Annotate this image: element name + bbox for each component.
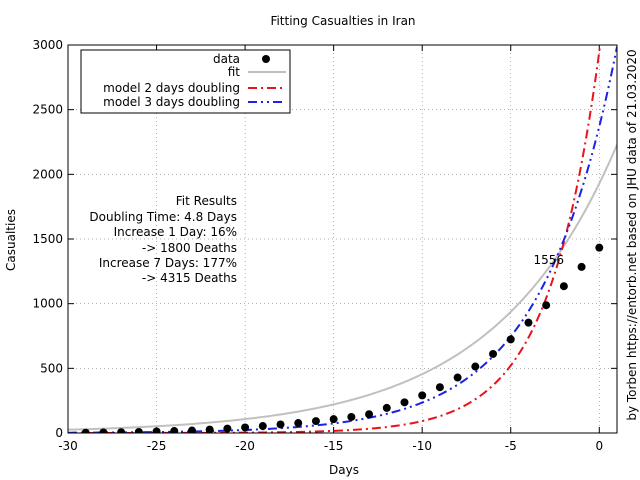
legend: data fit model 2 days doubling model 3 d… xyxy=(80,49,291,114)
data-point xyxy=(595,243,604,252)
data-point xyxy=(365,410,374,419)
legend-label-fit: fit xyxy=(228,65,241,79)
data-point xyxy=(382,403,391,412)
data-point xyxy=(241,423,250,432)
data-point xyxy=(347,412,356,421)
x-tick-label: -25 xyxy=(147,439,167,453)
data-point xyxy=(117,428,126,433)
data-point xyxy=(99,428,108,433)
y-tick-label: 2500 xyxy=(32,103,63,117)
y-tick-label: 2000 xyxy=(32,167,63,181)
x-axis-label: Days xyxy=(329,463,359,477)
data-point xyxy=(506,335,515,344)
legend-marker-data xyxy=(262,55,270,63)
data-point xyxy=(418,391,427,400)
data-point xyxy=(524,318,533,327)
legend-label-model2: model 2 days doubling xyxy=(103,81,240,95)
x-tick-label: -5 xyxy=(505,439,517,453)
x-axis: -30 -25 -20 -15 -10 -5 0 xyxy=(58,45,603,453)
x-tick-label: -10 xyxy=(412,439,432,453)
data-point xyxy=(134,427,143,433)
y-tick-label: 0 xyxy=(55,426,63,440)
y-tick-label: 500 xyxy=(40,361,63,375)
fit-results-doubling: Doubling Time: 4.8 Days xyxy=(89,210,237,224)
data-point xyxy=(453,373,462,382)
data-point xyxy=(435,383,444,392)
y-tick-label: 3000 xyxy=(32,38,63,52)
data-point xyxy=(187,426,196,433)
x-tick-label: -30 xyxy=(58,439,78,453)
fit-results-title: Fit Results xyxy=(176,194,237,208)
plot-area xyxy=(68,45,617,433)
data-points xyxy=(81,243,604,433)
model-3-days-curve xyxy=(68,46,617,433)
legend-label-data: data xyxy=(213,52,240,66)
fit-results-increase-7: Increase 7 Days: 177% xyxy=(99,256,237,270)
x-tick-label: 0 xyxy=(595,439,603,453)
y-axis-label: Casualties xyxy=(4,209,18,271)
y-tick-label: 1000 xyxy=(32,297,63,311)
data-point xyxy=(471,362,480,371)
plot-frame xyxy=(67,44,618,434)
chart-title: Fitting Casualties in Iran xyxy=(270,14,415,28)
fit-results-deaths-7: -> 4315 Deaths xyxy=(142,271,237,285)
data-point xyxy=(258,422,267,431)
credit-text: by Torben https://entorb.net based on JH… xyxy=(625,49,639,420)
data-point xyxy=(400,398,409,407)
data-point xyxy=(276,420,285,429)
data-point xyxy=(542,301,551,310)
fit-curve xyxy=(68,144,617,431)
data-point xyxy=(81,428,90,433)
y-axis: 0 500 1000 1500 2000 2500 3000 xyxy=(32,38,617,440)
last-value-annotation: 1556 xyxy=(533,253,564,267)
data-point xyxy=(223,424,232,433)
legend-label-model3: model 3 days doubling xyxy=(103,95,240,109)
data-point xyxy=(311,417,320,426)
data-point xyxy=(205,425,214,433)
x-tick-label: -15 xyxy=(324,439,344,453)
data-point xyxy=(559,282,568,291)
y-tick-label: 1500 xyxy=(32,232,63,246)
data-point xyxy=(489,349,498,358)
fit-results-deaths-1: -> 1800 Deaths xyxy=(142,241,237,255)
fit-results: Fit Results Doubling Time: 4.8 Days Incr… xyxy=(89,194,237,285)
x-tick-label: -20 xyxy=(235,439,255,453)
data-point xyxy=(329,415,338,424)
model-2-days-curve xyxy=(68,45,602,433)
data-point xyxy=(152,427,161,433)
data-point xyxy=(294,419,303,428)
fit-results-increase-1: Increase 1 Day: 16% xyxy=(114,225,237,239)
data-point xyxy=(170,427,179,433)
data-point xyxy=(577,262,586,271)
